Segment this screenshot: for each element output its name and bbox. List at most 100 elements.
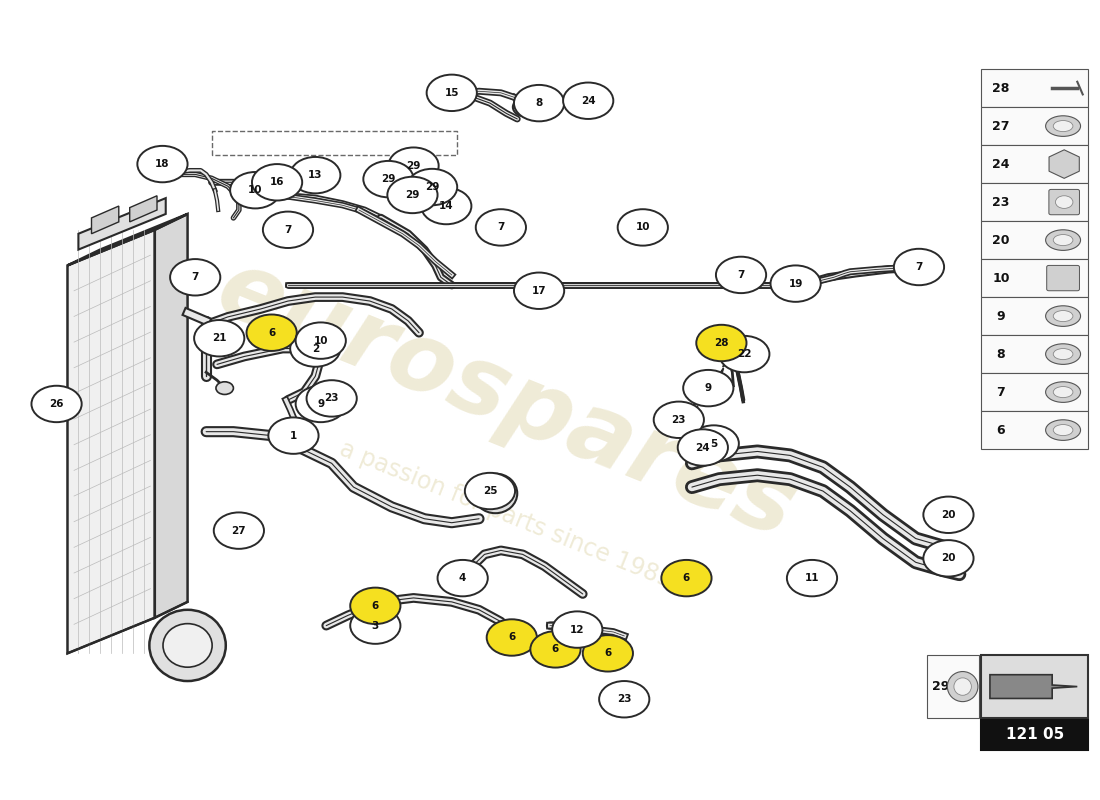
Polygon shape (67, 230, 155, 654)
Circle shape (653, 402, 704, 438)
Text: 9: 9 (997, 310, 1005, 322)
Circle shape (486, 619, 537, 656)
Text: 7: 7 (737, 270, 745, 280)
Text: 29: 29 (382, 174, 396, 184)
Polygon shape (78, 198, 166, 250)
Circle shape (246, 314, 297, 351)
Text: 15: 15 (444, 88, 459, 98)
Ellipse shape (1046, 344, 1080, 364)
Text: 23: 23 (992, 195, 1010, 209)
Ellipse shape (163, 624, 212, 667)
Text: 10: 10 (248, 186, 263, 195)
Circle shape (552, 611, 603, 648)
Text: 8: 8 (536, 98, 542, 108)
Text: 9: 9 (705, 383, 712, 393)
Text: 6: 6 (683, 573, 690, 583)
Circle shape (678, 430, 728, 466)
Ellipse shape (150, 610, 226, 681)
Ellipse shape (1046, 230, 1080, 250)
FancyBboxPatch shape (981, 145, 1088, 183)
Text: 7: 7 (191, 272, 199, 282)
Text: 9: 9 (317, 399, 324, 409)
Circle shape (350, 588, 400, 624)
Circle shape (683, 370, 734, 406)
Text: 16: 16 (270, 178, 284, 187)
Text: 29: 29 (405, 190, 419, 200)
Text: 29: 29 (932, 680, 949, 693)
Polygon shape (130, 196, 157, 222)
Circle shape (1055, 196, 1072, 209)
Ellipse shape (482, 480, 509, 506)
Text: 27: 27 (232, 526, 246, 536)
Circle shape (661, 560, 712, 596)
Circle shape (216, 382, 233, 394)
Ellipse shape (1046, 382, 1080, 402)
Circle shape (719, 336, 769, 372)
Circle shape (387, 177, 438, 213)
Ellipse shape (1046, 116, 1080, 136)
Circle shape (230, 172, 280, 209)
Text: 8: 8 (997, 347, 1005, 361)
Text: 10: 10 (314, 336, 328, 346)
Text: 21: 21 (212, 334, 227, 343)
Ellipse shape (1054, 349, 1072, 360)
Circle shape (514, 273, 564, 309)
Text: 12: 12 (570, 625, 584, 634)
Text: 13: 13 (308, 170, 322, 180)
FancyBboxPatch shape (981, 259, 1088, 297)
Text: 6: 6 (372, 601, 379, 611)
Text: 29: 29 (425, 182, 439, 192)
Text: eurospares: eurospares (204, 242, 808, 558)
Text: 3: 3 (372, 621, 379, 630)
Text: 6: 6 (997, 423, 1005, 437)
Text: 10: 10 (636, 222, 650, 233)
Text: 6: 6 (268, 328, 275, 338)
Text: 7: 7 (915, 262, 923, 272)
Circle shape (213, 513, 264, 549)
Polygon shape (155, 214, 188, 618)
Text: 20: 20 (942, 554, 956, 563)
Text: 6: 6 (552, 644, 559, 654)
FancyBboxPatch shape (981, 373, 1088, 411)
Text: 26: 26 (50, 399, 64, 409)
Text: 7: 7 (997, 386, 1005, 398)
Circle shape (307, 380, 356, 417)
Text: 5: 5 (711, 438, 717, 449)
Circle shape (438, 560, 487, 596)
Circle shape (696, 325, 747, 362)
Text: 20: 20 (942, 510, 956, 520)
Text: 17: 17 (531, 286, 547, 296)
Ellipse shape (1054, 386, 1072, 398)
Ellipse shape (1046, 306, 1080, 326)
Circle shape (268, 418, 319, 454)
Text: 24: 24 (581, 96, 595, 106)
Circle shape (296, 386, 345, 422)
Text: 27: 27 (992, 119, 1010, 133)
Circle shape (363, 161, 414, 198)
Circle shape (421, 188, 472, 224)
Circle shape (252, 164, 302, 201)
Circle shape (923, 497, 974, 533)
FancyBboxPatch shape (981, 107, 1088, 145)
Ellipse shape (1054, 310, 1072, 322)
Circle shape (618, 210, 668, 246)
FancyBboxPatch shape (981, 183, 1088, 221)
Circle shape (514, 85, 564, 122)
Circle shape (770, 266, 821, 302)
FancyBboxPatch shape (981, 335, 1088, 373)
Polygon shape (1049, 150, 1079, 178)
FancyBboxPatch shape (981, 720, 1088, 750)
Circle shape (290, 330, 340, 366)
Text: 6: 6 (604, 648, 612, 658)
Text: 14: 14 (439, 201, 453, 211)
Circle shape (32, 386, 81, 422)
Circle shape (263, 211, 313, 248)
Text: 28: 28 (714, 338, 728, 348)
FancyBboxPatch shape (1049, 190, 1079, 214)
Polygon shape (990, 674, 1077, 698)
Ellipse shape (947, 671, 978, 702)
Text: 11: 11 (805, 573, 820, 583)
Text: 18: 18 (155, 159, 169, 169)
Text: 10: 10 (992, 271, 1010, 285)
Circle shape (138, 146, 188, 182)
